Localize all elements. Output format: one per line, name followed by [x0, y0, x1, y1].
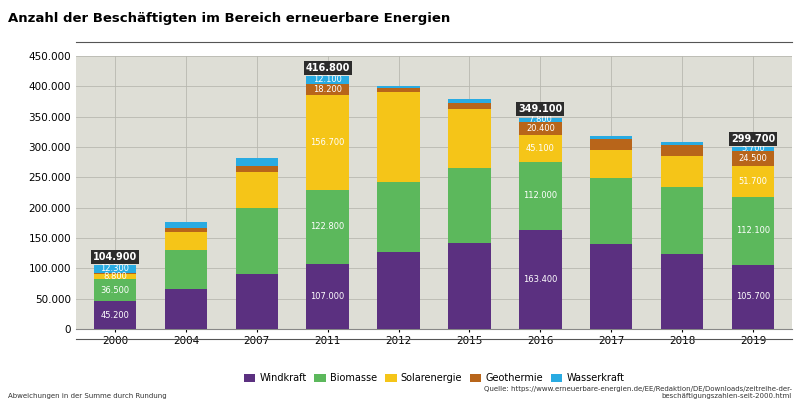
Bar [94, 273, 136, 274]
Text: 299.700: 299.700 [731, 134, 775, 144]
Bar [732, 147, 774, 151]
Bar [732, 151, 774, 166]
Bar [519, 117, 562, 122]
Bar [732, 265, 774, 329]
Text: 122.800: 122.800 [310, 222, 345, 231]
Bar [94, 265, 136, 273]
Bar [378, 182, 420, 252]
Text: 20.400: 20.400 [526, 124, 554, 133]
Bar [378, 93, 420, 182]
Bar [661, 142, 703, 145]
Bar [165, 250, 207, 290]
Text: 5.700: 5.700 [741, 144, 765, 154]
Text: Abweichungen in der Summe durch Rundung: Abweichungen in der Summe durch Rundung [8, 393, 166, 399]
Text: 104.900: 104.900 [93, 251, 137, 261]
Legend: Windkraft, Biomasse, Solarenergie, Geothermie, Wasserkraft: Windkraft, Biomasse, Solarenergie, Geoth… [240, 369, 628, 387]
Bar [448, 103, 490, 109]
Bar [94, 274, 136, 279]
Bar [590, 136, 633, 139]
Bar [590, 139, 633, 150]
Bar [732, 166, 774, 197]
Text: 12.100: 12.100 [314, 75, 342, 85]
Bar [378, 252, 420, 329]
Text: 45.200: 45.200 [101, 311, 130, 320]
Bar [235, 274, 278, 329]
Bar [590, 244, 633, 329]
Bar [378, 87, 420, 88]
Bar [661, 187, 703, 254]
Bar [448, 243, 490, 329]
Bar [519, 122, 562, 135]
Bar [165, 232, 207, 250]
Text: 105.700: 105.700 [736, 292, 770, 301]
Text: 8.800: 8.800 [103, 272, 127, 281]
Text: 45.100: 45.100 [526, 144, 554, 153]
Bar [448, 168, 490, 243]
Bar [661, 145, 703, 156]
Text: 24.500: 24.500 [738, 154, 767, 162]
Text: 12.300: 12.300 [101, 265, 130, 273]
Bar [235, 166, 278, 172]
Text: Anzahl der Beschäftigten im Bereich erneuerbare Energien: Anzahl der Beschäftigten im Bereich erne… [8, 12, 450, 25]
Text: 51.700: 51.700 [738, 177, 767, 186]
Text: 112.000: 112.000 [523, 191, 558, 200]
Bar [306, 95, 349, 190]
Bar [235, 172, 278, 208]
Bar [590, 150, 633, 178]
Bar [448, 99, 490, 103]
Bar [94, 302, 136, 329]
Bar [378, 88, 420, 93]
Bar [235, 208, 278, 274]
Bar [306, 264, 349, 329]
Text: 107.000: 107.000 [310, 292, 345, 301]
Bar [519, 135, 562, 162]
Bar [519, 162, 562, 230]
Text: 36.500: 36.500 [101, 286, 130, 295]
Bar [306, 190, 349, 264]
Bar [306, 83, 349, 95]
Bar [306, 76, 349, 83]
Bar [165, 222, 207, 228]
Text: 18.200: 18.200 [313, 85, 342, 93]
Text: 112.100: 112.100 [736, 226, 770, 235]
Text: 163.400: 163.400 [523, 275, 558, 284]
Bar [661, 156, 703, 187]
Text: 349.100: 349.100 [518, 104, 562, 114]
Text: 7.800: 7.800 [528, 115, 552, 124]
Bar [235, 158, 278, 166]
Bar [165, 228, 207, 232]
Bar [165, 290, 207, 329]
Text: 416.800: 416.800 [306, 63, 350, 73]
Bar [732, 197, 774, 265]
Bar [519, 230, 562, 329]
Bar [94, 279, 136, 302]
Bar [590, 178, 633, 244]
Text: Quelle: https://www.erneuerbare-energien.de/EE/Redaktion/DE/Downloads/zeitreihe-: Quelle: https://www.erneuerbare-energien… [484, 386, 792, 399]
Bar [661, 254, 703, 329]
Text: 156.700: 156.700 [310, 138, 345, 147]
Bar [448, 109, 490, 168]
